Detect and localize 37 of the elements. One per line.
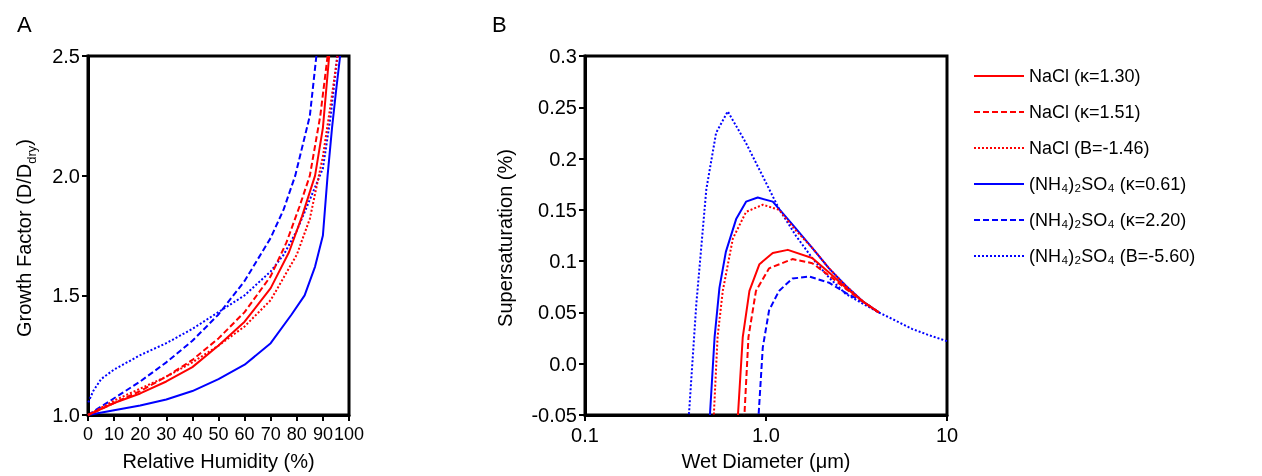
x-tick-label: 30: [156, 424, 177, 444]
legend-label: (NH₄)₂SO₄ (κ=2.20): [1029, 210, 1187, 230]
y-tick-label: -0.05: [531, 404, 577, 426]
y-tick-label: 0.15: [538, 198, 577, 221]
y-tick-label: 2.0: [52, 164, 80, 187]
x-tick-label: 20: [130, 424, 151, 444]
y-axis-title: Supersaturation (%): [493, 149, 517, 327]
x-tick-label: 70: [260, 424, 281, 444]
y-tick-label: 1.0: [52, 404, 80, 426]
y-tick-label: 1.5: [52, 284, 80, 307]
y-tick-label: 0.1: [549, 250, 577, 273]
y-tick-label: 0.0: [549, 352, 577, 375]
y-tick-label: 0.3: [549, 45, 577, 67]
x-axis-title: Wet Diameter (μm): [681, 450, 851, 472]
y-tick-label: 0.05: [538, 301, 577, 324]
x-tick-label: 90: [312, 424, 333, 444]
chart-title: B: [492, 11, 507, 37]
chart-title: A: [17, 11, 32, 37]
x-tick-label: 10: [104, 424, 125, 444]
y-tick-label: 0.2: [549, 147, 577, 170]
legend-label: NaCl (κ=1.51): [1029, 102, 1141, 122]
x-axis-title: Relative Humidity (%): [122, 450, 315, 472]
y-tick-label: 0.25: [538, 96, 577, 119]
legend-label: NaCl (B=-1.46): [1029, 138, 1150, 158]
legend-label: (NH₄)₂SO₄ (B=-5.60): [1029, 246, 1196, 266]
legend-label: (NH₄)₂SO₄ (κ=0.61): [1029, 174, 1187, 194]
x-tick-label: 80: [286, 424, 307, 444]
x-tick-label: 0.1: [571, 424, 599, 446]
y-tick-label: 2.5: [52, 45, 80, 67]
x-tick-label: 100: [333, 424, 365, 444]
x-tick-label: 40: [182, 424, 203, 444]
x-tick-label: 60: [234, 424, 255, 444]
x-tick-label: 50: [208, 424, 229, 444]
x-tick-label: 0: [82, 424, 94, 444]
x-tick-label: 10: [935, 424, 959, 446]
legend-label: NaCl (κ=1.30): [1029, 66, 1141, 86]
x-tick-label: 1.0: [752, 424, 780, 446]
